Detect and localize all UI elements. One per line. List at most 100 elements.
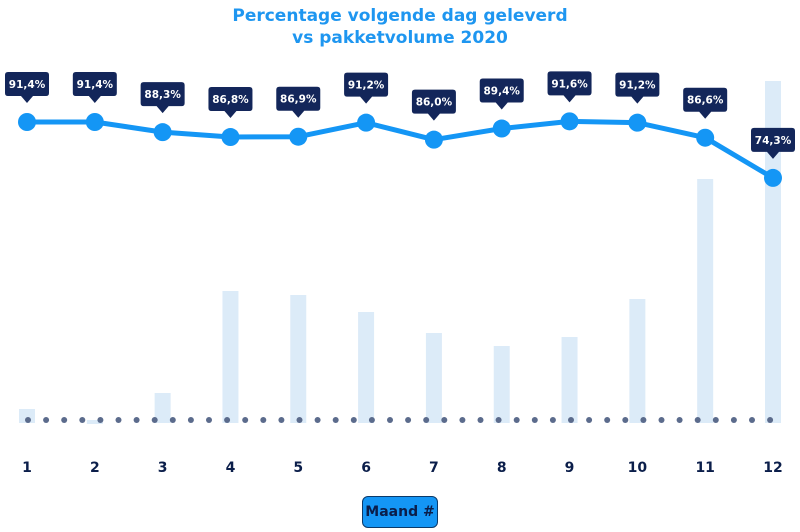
baseline-dot [169,417,176,423]
volume-bar [290,295,307,423]
data-point [153,123,172,142]
data-point [492,119,511,138]
data-point [764,168,782,187]
volume-bar [697,179,714,423]
baseline-dot [531,417,538,423]
baseline-dot [187,417,194,423]
data-label-box [344,72,389,104]
x-tick-label: 6 [361,460,371,476]
x-tick-label: 2 [90,460,100,476]
data-label-box [479,78,524,110]
data-label: 91,2% [619,80,656,92]
x-tick-label: 7 [429,460,439,476]
data-label: 89,4% [484,86,521,98]
baseline-dot [296,417,303,423]
x-tick-label: 8 [497,460,507,476]
data-point [357,113,376,132]
x-tick-label: 9 [565,460,575,476]
baseline-dot [314,417,321,423]
data-label-box [5,72,49,103]
baseline-dot [61,417,68,423]
baseline-dot [97,417,104,423]
data-label: 86,0% [416,97,453,109]
data-label-box [140,82,185,114]
baseline-dot [441,417,448,423]
baseline-dot [423,417,430,423]
data-point [221,128,240,147]
data-label-box [683,87,728,119]
x-tick-label: 5 [293,460,303,476]
baseline-dot [604,417,611,423]
x-tick-label: 11 [695,460,714,476]
baseline-dot [368,417,375,423]
baseline-dot [459,417,466,423]
data-label-box [208,87,253,119]
baseline-dot [405,417,412,423]
data-label: 91,4% [9,79,46,91]
data-label: 88,3% [144,89,181,101]
baseline-dot [730,417,737,423]
baseline-dot [477,417,484,423]
baseline-dot [350,417,357,423]
baseline-dot [495,417,502,423]
data-label: 74,3% [755,135,792,147]
data-label-box [547,71,592,103]
x-tick-label: 1 [22,460,32,476]
data-label-box [276,86,321,118]
baseline-dot [206,417,212,423]
baseline-dot [242,417,249,423]
volume-bar [629,299,646,423]
data-label: 91,2% [348,80,385,92]
data-label-box [411,89,456,121]
baseline-dot [622,417,629,423]
data-label: 91,6% [551,78,588,90]
baseline-dot [549,417,556,423]
data-point [18,113,36,131]
baseline-dot [513,417,520,423]
baseline-dot [151,417,158,423]
baseline-dot [767,417,774,423]
baseline-dot [749,417,755,423]
data-label: 91,4% [77,79,114,91]
baseline-dot [568,417,574,423]
data-point [289,127,308,146]
x-tick-label: 12 [763,460,782,476]
baseline-dot [676,417,683,423]
baseline-dot [278,417,285,423]
data-label: 86,6% [687,95,724,107]
data-point [85,113,104,131]
baseline-dot [115,417,122,423]
chart-title: Percentage volgende dag geleverd [232,6,568,26]
data-point [628,113,647,132]
volume-bar [425,333,442,423]
volume-bar [765,81,781,423]
baseline-dot [640,417,647,423]
data-label-box [751,127,795,159]
x-tick-label: 3 [158,460,168,476]
data-label: 86,9% [280,94,317,106]
baseline-dot [694,417,701,423]
baseline-dot [387,417,393,423]
volume-bar [19,409,35,423]
data-point [696,128,715,147]
baseline-dot [712,417,719,423]
data-point [424,130,443,149]
volume-bar [358,312,375,423]
baseline-dot [658,417,665,423]
volume-bar [154,393,171,423]
baseline-dot [224,417,231,423]
baseline-dot [79,417,86,423]
volume-bar [86,420,103,424]
data-label-box [72,72,117,103]
baseline-dot [133,417,140,423]
chart-subtitle: vs pakketvolume 2020 [292,28,508,48]
x-tick-label: 4 [226,460,236,476]
x-tick-label: 10 [628,460,648,476]
percentage-line [27,118,775,181]
data-label-box [615,72,660,104]
volume-bar [222,291,239,423]
baseline-dot [586,417,593,423]
baseline-dot [25,417,31,423]
